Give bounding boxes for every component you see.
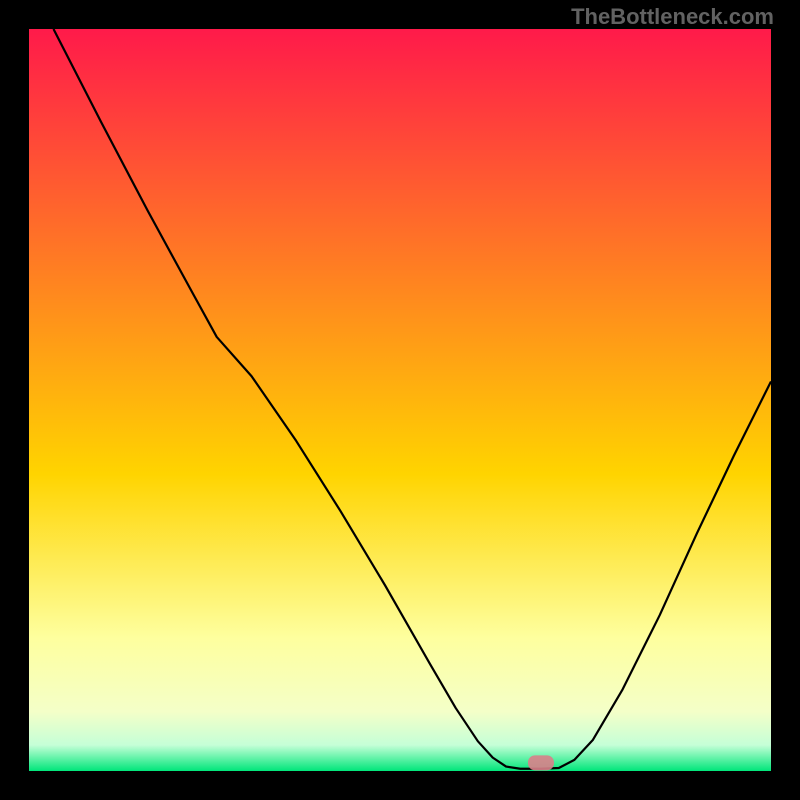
watermark-text: TheBottleneck.com — [571, 4, 774, 30]
plot-svg — [29, 29, 771, 771]
optimum-marker — [528, 755, 554, 770]
gradient-background — [29, 29, 771, 771]
chart-container: TheBottleneck.com — [0, 0, 800, 800]
plot-area — [29, 29, 771, 771]
